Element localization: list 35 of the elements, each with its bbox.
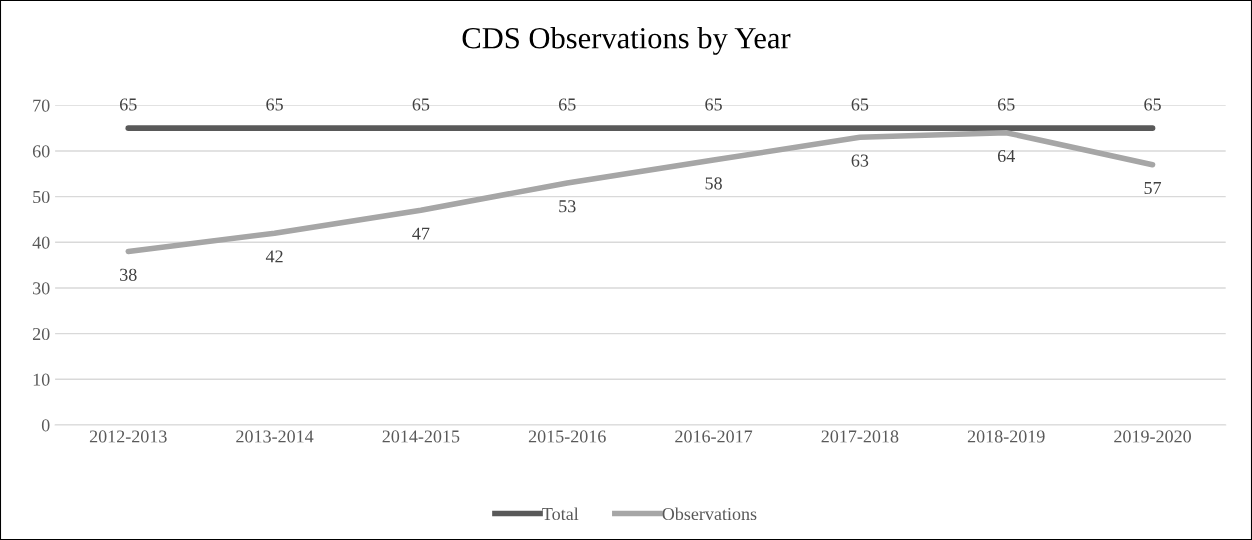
x-tick-label: 2015-2016: [528, 430, 606, 443]
data-label: 53: [559, 200, 576, 213]
x-tick-label: 2013-2014: [236, 430, 314, 443]
y-tick-label: 60: [32, 145, 50, 158]
data-label: 65: [558, 98, 576, 111]
x-tick-label: 2019-2020: [1114, 430, 1191, 443]
y-tick-label: 20: [32, 327, 50, 341]
y-tick-label: 30: [33, 282, 50, 295]
y-tick-label: 40: [32, 236, 50, 249]
x-tick-label: 2014-2015: [382, 430, 460, 443]
data-label: 65: [1144, 98, 1161, 111]
data-label: 47: [412, 227, 430, 240]
x-tick-label: 2017-2018: [821, 430, 899, 443]
data-label: 58: [705, 177, 722, 190]
data-label: 65: [997, 98, 1015, 111]
data-label: 42: [265, 250, 283, 263]
data-label: 38: [120, 268, 137, 281]
y-tick-label: 10: [33, 373, 50, 386]
y-tick-label: 50: [33, 190, 50, 204]
data-label: 63: [851, 154, 869, 167]
chart-title: CDS Observations by Year: [462, 27, 791, 55]
y-tick-label: 70: [33, 99, 50, 112]
data-label: 57: [1144, 182, 1162, 195]
x-tick-label: 2012-2013: [89, 430, 167, 443]
data-label: 64: [997, 149, 1015, 163]
y-tick-label: 0: [41, 419, 50, 432]
data-label: 65: [412, 98, 430, 111]
legend-label: Observations: [662, 507, 757, 521]
legend-label: Total: [542, 507, 579, 521]
data-label: 65: [120, 98, 137, 111]
x-tick-label: 2016-2017: [675, 430, 753, 443]
data-label: 65: [851, 98, 869, 111]
data-label: 65: [266, 98, 283, 111]
x-tick-label: 2018-2019: [967, 430, 1045, 443]
data-label: 65: [705, 98, 722, 111]
